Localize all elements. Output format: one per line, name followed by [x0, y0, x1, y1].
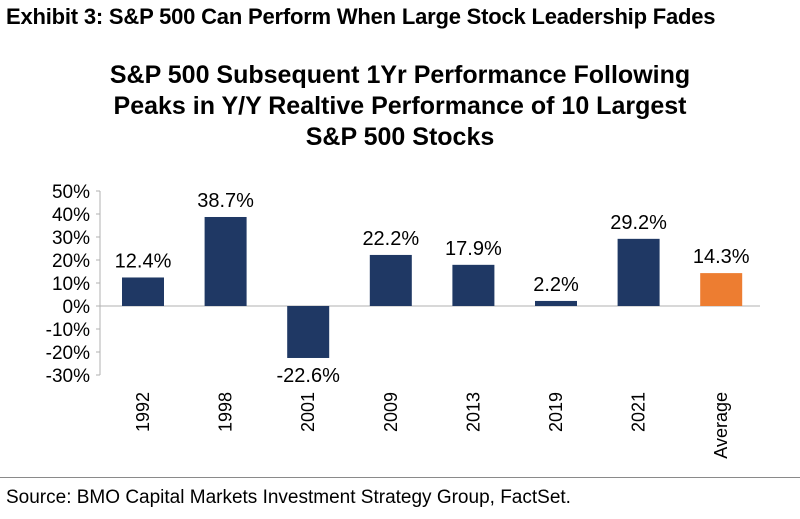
bar-average: [700, 273, 743, 306]
y-tick-label: 0%: [63, 297, 91, 318]
data-label: 29.2%: [610, 212, 667, 234]
data-label: 22.2%: [362, 228, 419, 250]
data-label: 2.2%: [533, 274, 579, 296]
x-category-label: 2001: [298, 392, 318, 432]
data-label: 17.9%: [445, 238, 502, 260]
chart-title-line-1: S&P 500 Subsequent 1Yr Performance Follo…: [109, 61, 691, 89]
chart-title-line-3: S&P 500 Stocks: [305, 123, 495, 151]
source-note: Source: BMO Capital Markets Investment S…: [6, 487, 571, 508]
y-tick-label: -20%: [46, 343, 90, 364]
y-tick-label: -30%: [46, 366, 90, 387]
bar-2013: [452, 264, 495, 306]
chart-title: S&P 500 Subsequent 1Yr Performance Follo…: [0, 60, 800, 153]
data-label: 12.4%: [115, 250, 172, 272]
data-label: -22.6%: [277, 365, 341, 387]
bar-chart: 50%40%30%20%10%0%-10%-20%-30% 12.4% 1992 38…: [46, 182, 760, 459]
x-category-label: 2009: [381, 392, 401, 432]
bar-2001: [287, 306, 330, 358]
x-category-label: Average: [711, 392, 731, 459]
bar-2021: [617, 238, 660, 306]
y-tick-label: 40%: [52, 205, 90, 226]
y-tick-label: -10%: [46, 320, 90, 341]
bar-1998: [204, 216, 247, 306]
x-category-label: 1998: [216, 392, 236, 432]
x-category-label: 2013: [463, 392, 483, 432]
x-category-label: 2021: [629, 392, 649, 432]
exhibit-title: Exhibit 3: S&P 500 Can Perform When Larg…: [6, 4, 716, 29]
y-tick-label: 20%: [52, 251, 90, 272]
data-label: 38.7%: [197, 190, 254, 212]
y-tick-label: 10%: [52, 274, 90, 295]
x-category-label: 2019: [546, 392, 566, 432]
footer-divider: [0, 477, 800, 478]
bar-2009: [369, 254, 412, 306]
y-tick-label: 50%: [52, 182, 90, 203]
chart-title-line-2: Peaks in Y/Y Realtive Performance of 10 …: [113, 92, 687, 120]
data-label: 14.3%: [693, 246, 750, 268]
bar-1992: [122, 277, 164, 306]
y-tick-label: 30%: [52, 228, 90, 249]
x-category-label: 1992: [133, 392, 153, 432]
bar-2019: [535, 300, 577, 306]
